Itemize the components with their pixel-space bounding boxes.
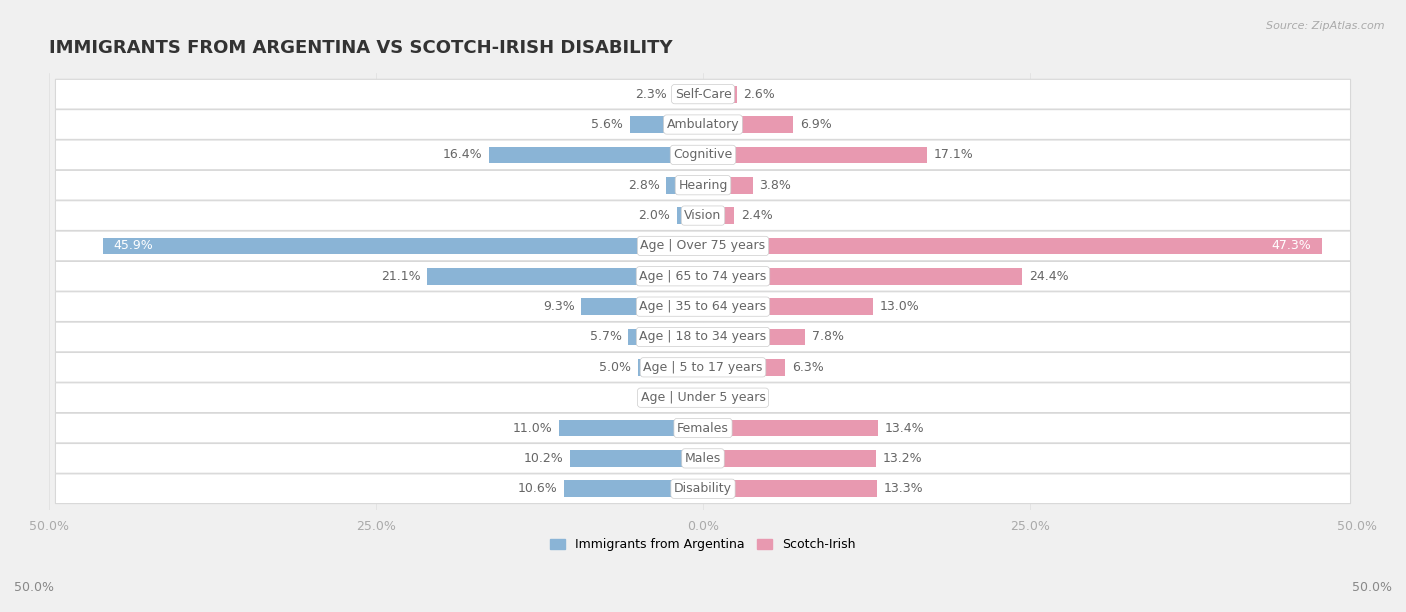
Bar bbox=[676, 207, 703, 224]
Text: 21.1%: 21.1% bbox=[381, 270, 420, 283]
Text: 6.3%: 6.3% bbox=[792, 361, 824, 374]
FancyBboxPatch shape bbox=[55, 322, 1351, 352]
Text: 1.2%: 1.2% bbox=[650, 391, 681, 404]
Text: 13.0%: 13.0% bbox=[880, 300, 920, 313]
Text: 5.6%: 5.6% bbox=[592, 118, 623, 131]
Bar bbox=[703, 298, 873, 315]
Text: 5.7%: 5.7% bbox=[591, 330, 621, 343]
Text: Age | 18 to 34 years: Age | 18 to 34 years bbox=[640, 330, 766, 343]
Bar bbox=[103, 237, 703, 254]
Text: 2.8%: 2.8% bbox=[628, 179, 659, 192]
Bar bbox=[703, 389, 725, 406]
Text: Age | Under 5 years: Age | Under 5 years bbox=[641, 391, 765, 404]
Text: 6.9%: 6.9% bbox=[800, 118, 831, 131]
Text: Hearing: Hearing bbox=[678, 179, 728, 192]
Text: Cognitive: Cognitive bbox=[673, 148, 733, 162]
Bar bbox=[703, 268, 1022, 285]
Bar bbox=[581, 298, 703, 315]
Text: 2.3%: 2.3% bbox=[634, 88, 666, 100]
Text: 5.0%: 5.0% bbox=[599, 361, 631, 374]
FancyBboxPatch shape bbox=[55, 413, 1351, 443]
FancyBboxPatch shape bbox=[55, 292, 1351, 321]
Bar bbox=[628, 329, 703, 345]
Bar bbox=[564, 480, 703, 497]
FancyBboxPatch shape bbox=[55, 201, 1351, 231]
Text: 10.2%: 10.2% bbox=[523, 452, 562, 465]
Text: 13.3%: 13.3% bbox=[883, 482, 924, 495]
Text: Females: Females bbox=[678, 422, 728, 435]
FancyBboxPatch shape bbox=[55, 231, 1351, 261]
Bar bbox=[637, 359, 703, 376]
Text: 1.7%: 1.7% bbox=[731, 391, 763, 404]
Text: Age | 65 to 74 years: Age | 65 to 74 years bbox=[640, 270, 766, 283]
Text: 7.8%: 7.8% bbox=[811, 330, 844, 343]
Text: Age | Over 75 years: Age | Over 75 years bbox=[641, 239, 765, 252]
Bar bbox=[703, 146, 927, 163]
Bar bbox=[703, 359, 786, 376]
Text: Disability: Disability bbox=[673, 482, 733, 495]
Bar bbox=[427, 268, 703, 285]
Text: 16.4%: 16.4% bbox=[443, 148, 482, 162]
Text: 2.6%: 2.6% bbox=[744, 88, 775, 100]
Text: Ambulatory: Ambulatory bbox=[666, 118, 740, 131]
Text: IMMIGRANTS FROM ARGENTINA VS SCOTCH-IRISH DISABILITY: IMMIGRANTS FROM ARGENTINA VS SCOTCH-IRIS… bbox=[49, 40, 672, 58]
Bar bbox=[703, 86, 737, 103]
FancyBboxPatch shape bbox=[55, 353, 1351, 382]
Text: 50.0%: 50.0% bbox=[1353, 581, 1392, 594]
Text: 10.6%: 10.6% bbox=[517, 482, 558, 495]
Text: 47.3%: 47.3% bbox=[1271, 239, 1312, 252]
Text: 13.2%: 13.2% bbox=[882, 452, 922, 465]
Text: 24.4%: 24.4% bbox=[1029, 270, 1069, 283]
Text: Males: Males bbox=[685, 452, 721, 465]
Text: Age | 35 to 64 years: Age | 35 to 64 years bbox=[640, 300, 766, 313]
Bar bbox=[703, 450, 876, 467]
Bar bbox=[703, 420, 879, 436]
Text: Vision: Vision bbox=[685, 209, 721, 222]
Text: Source: ZipAtlas.com: Source: ZipAtlas.com bbox=[1267, 21, 1385, 31]
Bar bbox=[560, 420, 703, 436]
Text: 17.1%: 17.1% bbox=[934, 148, 973, 162]
Bar bbox=[703, 177, 752, 193]
Text: 45.9%: 45.9% bbox=[112, 239, 153, 252]
Text: 2.4%: 2.4% bbox=[741, 209, 773, 222]
Text: Age | 5 to 17 years: Age | 5 to 17 years bbox=[644, 361, 762, 374]
FancyBboxPatch shape bbox=[55, 170, 1351, 200]
FancyBboxPatch shape bbox=[55, 383, 1351, 412]
Text: 9.3%: 9.3% bbox=[543, 300, 575, 313]
Bar bbox=[703, 116, 793, 133]
FancyBboxPatch shape bbox=[55, 444, 1351, 473]
FancyBboxPatch shape bbox=[55, 261, 1351, 291]
FancyBboxPatch shape bbox=[55, 140, 1351, 170]
Text: Self-Care: Self-Care bbox=[675, 88, 731, 100]
Bar bbox=[703, 207, 734, 224]
Bar bbox=[703, 237, 1322, 254]
Bar bbox=[703, 329, 806, 345]
Text: 50.0%: 50.0% bbox=[14, 581, 53, 594]
Text: 2.0%: 2.0% bbox=[638, 209, 671, 222]
Bar bbox=[630, 116, 703, 133]
Text: 3.8%: 3.8% bbox=[759, 179, 792, 192]
Text: 13.4%: 13.4% bbox=[884, 422, 924, 435]
Bar bbox=[666, 177, 703, 193]
Bar bbox=[688, 389, 703, 406]
Bar bbox=[703, 480, 877, 497]
Legend: Immigrants from Argentina, Scotch-Irish: Immigrants from Argentina, Scotch-Irish bbox=[546, 533, 860, 556]
Text: 11.0%: 11.0% bbox=[513, 422, 553, 435]
Bar bbox=[569, 450, 703, 467]
Bar bbox=[673, 86, 703, 103]
FancyBboxPatch shape bbox=[55, 474, 1351, 504]
Bar bbox=[488, 146, 703, 163]
FancyBboxPatch shape bbox=[55, 80, 1351, 109]
FancyBboxPatch shape bbox=[55, 110, 1351, 140]
